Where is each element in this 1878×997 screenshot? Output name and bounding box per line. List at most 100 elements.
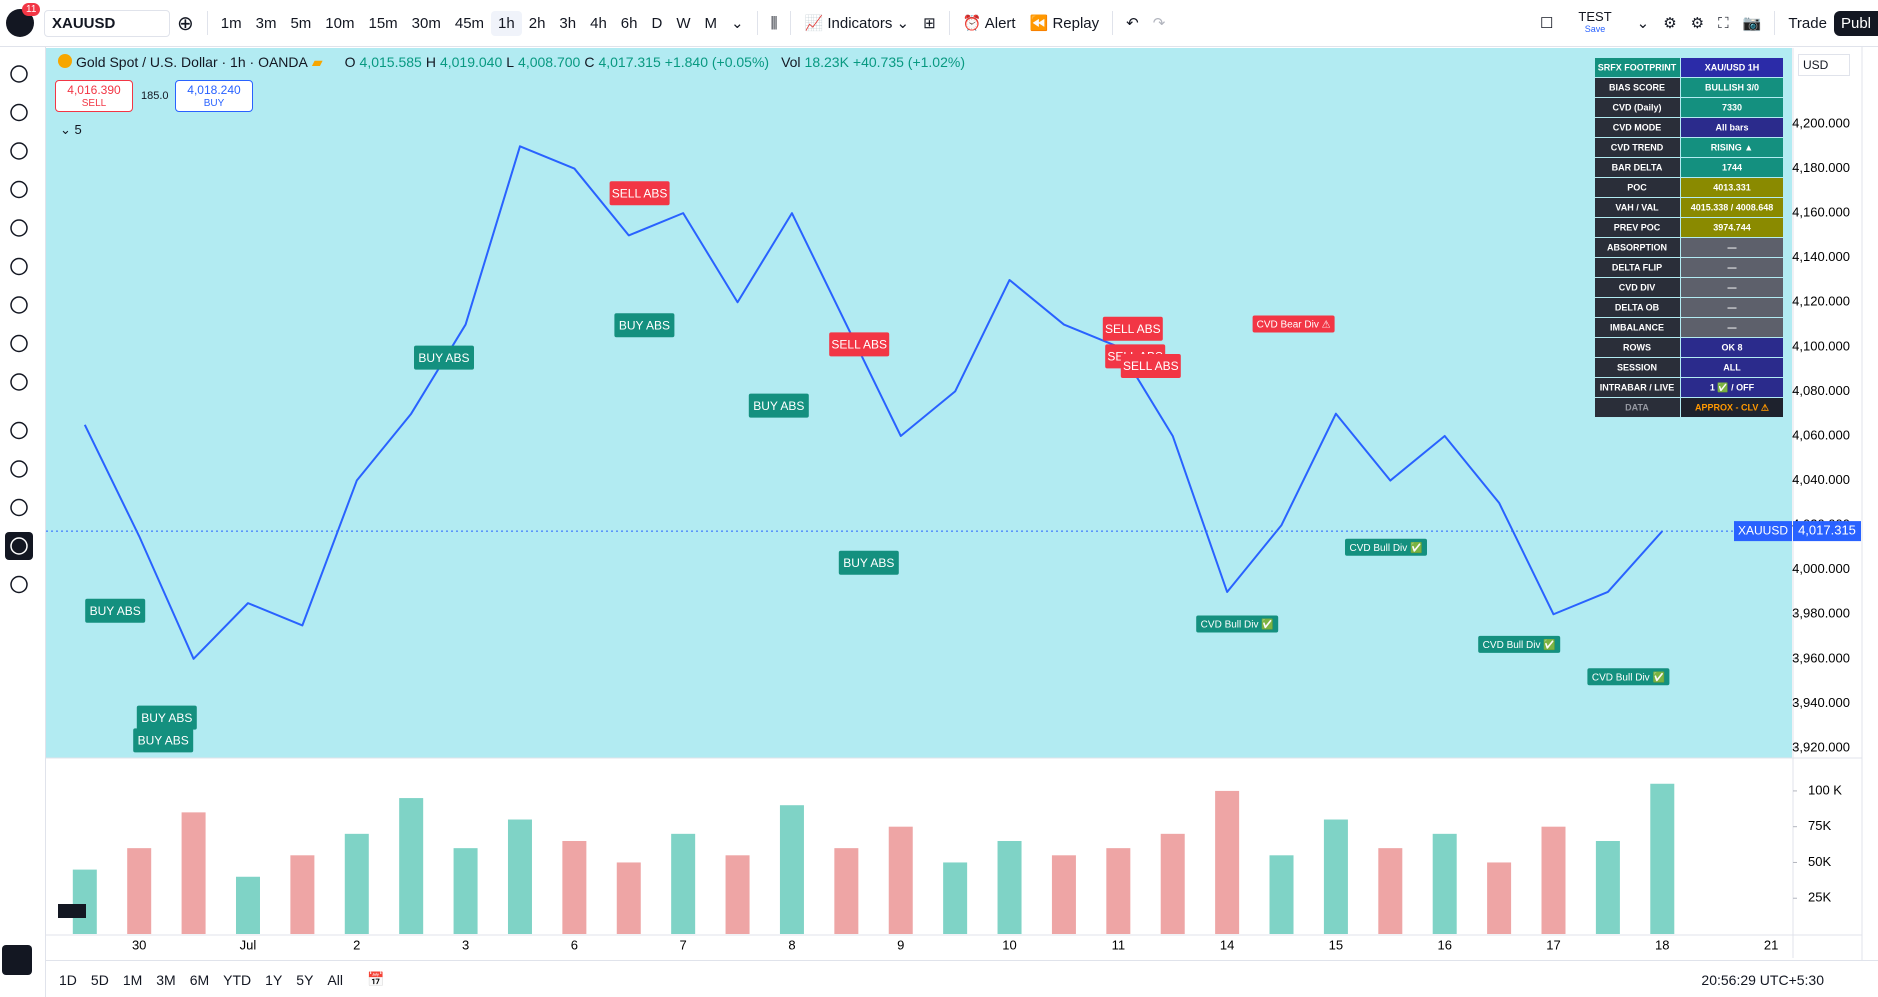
range-button[interactable]: 6M [189,971,210,988]
volume-bar [72,869,97,934]
publish-button[interactable]: Publ [1833,10,1878,36]
buy-button[interactable]: 4,018.240 BUY [175,80,253,112]
x-tick-label: 30 [132,937,146,952]
panel-value-cell [1681,138,1783,157]
panel-value-cell [1681,178,1783,197]
timeframe-button[interactable]: 3h [559,14,577,32]
panel-label-cell [1595,278,1680,297]
quick-search[interactable]: ⚙ [1663,15,1677,32]
timeframe-button[interactable]: 4h [590,14,607,32]
x-tick-label: 21 [1764,937,1778,952]
separator [206,11,208,35]
panel-label-cell [1595,338,1680,357]
timeframe-button[interactable]: 2h [528,14,546,32]
timeframe-menu[interactable]: ⌄ [731,15,744,32]
sell-label: SELL [81,98,107,109]
undo-button[interactable]: ↶ [1126,15,1139,32]
alert-button[interactable]: ⏰ Alert [962,15,1016,32]
timeframe-button[interactable]: M [704,14,718,32]
layout-menu[interactable]: ⌄ [1636,15,1650,32]
signal-label: CVD Bull Div ✅ [1201,618,1274,631]
volume-bar [1378,848,1403,934]
timeframe-button[interactable]: 5m [290,14,312,32]
price-line [83,145,1664,660]
date-range[interactable]: 📅 [366,971,385,987]
replay-button[interactable]: ⏪ Replay [1029,15,1100,32]
separator [948,11,950,35]
timeframe-button[interactable]: D [651,14,663,32]
range-button[interactable]: 5Y [296,971,314,988]
range-button[interactable]: YTD [223,971,252,988]
buy-label: BUY [203,98,225,109]
panel-value-cell [1681,238,1783,257]
templates-button[interactable]: ⊞ [923,15,936,32]
volume-bar [127,848,152,934]
settings[interactable]: ⚙ [1690,15,1705,32]
currency-select[interactable]: USD [1798,54,1850,76]
layout-name[interactable]: TEST Save [1578,10,1611,35]
drawing-tool-glyph [10,498,28,517]
range-button[interactable]: 1Y [265,971,283,988]
volume-bar [1595,840,1620,934]
add-symbol[interactable]: ⊕ [177,12,194,35]
clock[interactable]: 20:56:29 UTC+5:30 [1701,971,1824,988]
signal-label-bg [748,393,809,418]
panel-label: BIAS SCORE [1609,82,1665,92]
volume-bar [997,840,1022,934]
x-tick-label: 3 [462,937,469,952]
timeframe-button[interactable]: 3m [255,14,277,32]
volume-bar [1160,833,1185,934]
symbol-logo [58,54,72,68]
fullscreen[interactable]: ⛶ [1718,14,1729,32]
drawing-tool-icon[interactable] [5,532,33,560]
redo-button[interactable]: ↷ [1152,15,1166,32]
x-tick-label: 9 [897,937,904,952]
panel-label-cell [1595,118,1680,137]
chart-type[interactable]: ⫼ [770,14,778,32]
panel-value-cell [1681,78,1783,97]
panel-label: ABSORPTION [1607,242,1667,252]
indicators-button[interactable]: 📈 Indicators ⌄ [804,15,910,32]
layout-toggle[interactable]: ☐ [1539,15,1554,32]
panel-value-cell [1681,118,1783,137]
volume-tick-label: 25K [1808,890,1831,905]
trade-button[interactable]: Trade [1788,14,1827,32]
top-toolbar: 11 XAUUSD ⊕ 1m 3m 5m 10m 15m 30m 45m 1h 2h 3h 4h 6h… [0,0,1878,47]
x-tick-label: 6 [571,937,578,952]
range-button[interactable]: 1D [59,971,77,988]
panel-label: PREV POC [1614,222,1661,232]
volume-label: Vol [781,54,801,70]
range-button[interactable]: 5D [90,971,109,988]
timeframe-button[interactable]: W [676,14,691,32]
x-tick-label: 11 [1112,937,1126,952]
separator [1774,11,1776,35]
indicator-count[interactable]: ⌄ 5 [60,122,82,137]
timeframe-button[interactable]: 1h [491,10,522,36]
footprint-panel: SRFX FOOTPRINT XAU/USD 1H BIAS SCORE BULLIS… [1595,58,1783,417]
snapshot[interactable]: 📷 [1742,15,1762,32]
watchlist-button[interactable] [2,945,32,975]
panel-value: 4013.331 [1713,182,1751,192]
avatar[interactable]: 11 [6,3,41,37]
signal-label: CVD Bull Div ✅ [1483,638,1556,651]
timeframe-button[interactable]: 45m [454,14,485,32]
timeframe-button[interactable]: 6h [620,14,638,32]
timeframe-button[interactable]: 1m [220,14,242,32]
alert-label: Alert [984,15,1016,32]
signal-label: BUY ABS [619,318,670,332]
low-label: L [506,54,515,70]
timeframe-button[interactable]: 30m [411,14,441,32]
signal-label: BUY ABS [753,399,804,413]
symbol-title[interactable]: Gold Spot / U.S. Dollar · 1h · OANDA [76,54,308,70]
timeframe-button[interactable]: 10m [325,14,355,32]
panel-value-cell [1681,58,1783,77]
timeframe-button[interactable]: 15m [368,14,398,32]
range-button[interactable]: 1M [122,971,143,988]
sell-button[interactable]: 4,016.390 SELL [55,80,133,112]
volume-bar [1432,833,1457,934]
range-button[interactable]: All [327,971,343,988]
signal-label-bg [1252,315,1335,333]
symbol-search[interactable]: XAUUSD [44,9,170,37]
range-button[interactable]: 3M [156,971,176,988]
